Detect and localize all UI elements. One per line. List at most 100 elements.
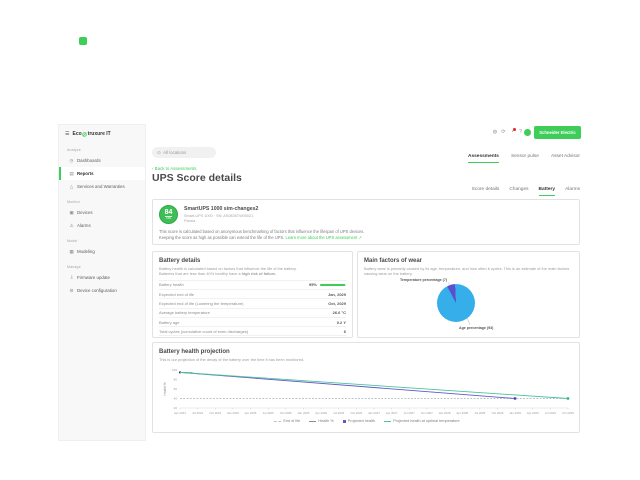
pie-label-temperature: Temperature percentage (7) bbox=[400, 278, 448, 282]
app-logo: Eco truxure IT bbox=[72, 131, 110, 137]
battery-desc-line1: Battery health is calculated based on fa… bbox=[159, 266, 297, 271]
svg-text:Jul 2024: Jul 2024 bbox=[192, 411, 203, 415]
battery-row-battery-health: Battery health 95% bbox=[159, 279, 346, 289]
battery-row-expected-end-of-life-lowering-the-temperature: Expected end of life (Lowering the tempe… bbox=[159, 298, 346, 307]
svg-text:Apr 2027: Apr 2027 bbox=[386, 411, 398, 415]
sidebar-item-device-configuration[interactable]: ⚙ Device configuration bbox=[59, 284, 145, 297]
subtab-battery[interactable]: Battery bbox=[538, 187, 556, 196]
svg-text:Apr 2024: Apr 2024 bbox=[174, 411, 186, 415]
sidebar-item-alarms[interactable]: ⚠ Alarms bbox=[59, 219, 145, 232]
sidebar-item-label: Alarms bbox=[77, 223, 91, 228]
sidebar-item-firmware-update[interactable]: ⇩ Firmware update bbox=[59, 271, 145, 284]
sidebar-item-label: Services and Warranties bbox=[77, 184, 125, 189]
svg-text:100: 100 bbox=[172, 368, 177, 372]
wear-card-description: Battery wear is primarily caused by its … bbox=[364, 266, 573, 277]
refresh-icon[interactable]: ⟳ bbox=[501, 129, 506, 135]
device-serial: Smart-UPS 1000 · SN: AS0836TW05021 bbox=[184, 213, 254, 218]
svg-text:Oct 2029: Oct 2029 bbox=[562, 411, 574, 415]
score-description: This score is calculated based on anonym… bbox=[159, 229, 364, 240]
modeling-icon: ▦ bbox=[69, 248, 74, 254]
battery-row-average-battery-temperature: Average battery temperature 26.6 °C bbox=[159, 307, 346, 317]
subtab-changes[interactable]: Changes bbox=[509, 187, 529, 192]
devices-icon: ▣ bbox=[69, 209, 74, 215]
menu-icon[interactable]: ☰ bbox=[65, 130, 70, 137]
battery-desc-bold: high risk of failure. bbox=[241, 271, 277, 277]
score-max: 100 bbox=[165, 215, 172, 220]
battery-row-value: Oct, 2029 bbox=[328, 301, 346, 306]
sidebar-item-label: Devices bbox=[77, 210, 93, 215]
svg-text:Health %: Health % bbox=[163, 382, 167, 395]
dashboards-icon: ◷ bbox=[69, 157, 74, 163]
battery-health-bar-fill bbox=[320, 283, 345, 286]
score-value: 84 bbox=[164, 208, 173, 216]
ecostruxure-logo-icon bbox=[82, 131, 87, 137]
sidebar-item-reports[interactable]: ▤ Reports bbox=[59, 167, 145, 180]
legend-label: Projected health at optimal temperature bbox=[393, 419, 460, 423]
globe-icon[interactable]: ◍ bbox=[492, 129, 498, 135]
tab-assessments[interactable]: Assessments bbox=[468, 154, 499, 163]
tab-sensor-pulse[interactable]: Sensor pulse bbox=[510, 154, 539, 159]
sidebar-item-label: Dashboards bbox=[77, 158, 101, 163]
battery-row-label: Average battery temperature bbox=[159, 310, 210, 316]
wear-pie-chart: Temperature percentage (7) Age percentag… bbox=[358, 274, 581, 339]
subtab-score-details[interactable]: Score details bbox=[471, 187, 500, 192]
user-avatar[interactable] bbox=[524, 129, 531, 136]
battery-details-description: Battery health is calculated based on fa… bbox=[159, 266, 346, 277]
svg-text:Apr 2029: Apr 2029 bbox=[527, 411, 539, 415]
tab-asset-advisor[interactable]: Asset Advisor bbox=[550, 154, 580, 159]
projection-subtitle: This is our projection of the decay of t… bbox=[159, 357, 305, 362]
subtab-alarms[interactable]: Alarms bbox=[565, 187, 580, 192]
sidebar-section-label: Manage bbox=[67, 265, 81, 269]
wear-desc-line2: causing wear on the battery. bbox=[364, 271, 413, 277]
sidebar-header: ☰ Eco truxure IT bbox=[59, 125, 145, 141]
device-name: SmartUPS 1000 sim-changes2 bbox=[184, 206, 259, 212]
back-link[interactable]: ‹ Back to Assessments bbox=[152, 166, 197, 171]
notification-badge bbox=[513, 128, 516, 131]
battery-row-expected-end-of-life: Expected end of life Jan, 2029 bbox=[159, 288, 346, 298]
score-description-line2: Keeping the score as high as possible ca… bbox=[159, 235, 364, 241]
legend-label: Projected health bbox=[347, 419, 376, 423]
legend-swatch bbox=[309, 420, 317, 422]
page-title: UPS Score details bbox=[152, 172, 242, 184]
svg-text:Oct 2024: Oct 2024 bbox=[209, 411, 221, 415]
legend-item-projected-health-at-optimal-temperature: Projected health at optimal temperature bbox=[384, 419, 460, 423]
logo-text-prefix: Eco bbox=[72, 131, 82, 137]
learn-more-link[interactable]: Learn more about the UPS assessment bbox=[285, 234, 358, 240]
ups-score-card: 84 100 SmartUPS 1000 sim-changes2 Smart-… bbox=[152, 199, 580, 245]
legend-item-end-of-life: End of life bbox=[274, 419, 300, 423]
battery-row-label: Total cycles (cumulative count of even d… bbox=[159, 328, 249, 334]
legend-label: End of life bbox=[283, 419, 301, 423]
legend-item-health: Health % bbox=[309, 419, 334, 423]
legend-label: Health % bbox=[318, 419, 334, 423]
sidebar-item-label: Device configuration bbox=[77, 288, 117, 293]
svg-text:Jul 2029: Jul 2029 bbox=[545, 411, 556, 415]
sidebar-item-dashboards[interactable]: ◷ Dashboards bbox=[59, 154, 145, 167]
battery-details-card: Battery details Battery health is calcul… bbox=[152, 251, 353, 338]
help-icon[interactable]: ? bbox=[519, 129, 522, 135]
svg-text:40: 40 bbox=[174, 397, 178, 401]
wear-card-title: Main factors of wear bbox=[364, 258, 423, 264]
sidebar-item-devices[interactable]: ▣ Devices bbox=[59, 206, 145, 219]
svg-text:Oct 2027: Oct 2027 bbox=[421, 411, 433, 415]
location-search-input[interactable]: ⊙ All locations bbox=[152, 147, 216, 158]
svg-text:Jul 2026: Jul 2026 bbox=[333, 411, 344, 415]
sidebar-item-services-and-warranties[interactable]: △ Services and Warranties bbox=[59, 180, 145, 193]
stray-logo-mark bbox=[79, 37, 87, 45]
legend-swatch bbox=[342, 419, 346, 423]
notifications-icon[interactable]: ◔ bbox=[509, 128, 516, 136]
device-location: Parma bbox=[184, 219, 196, 223]
sidebar-item-label: Reports bbox=[77, 171, 94, 176]
svg-text:Oct 2025: Oct 2025 bbox=[280, 411, 292, 415]
sidebar-item-label: Modeling bbox=[77, 249, 95, 254]
svg-text:Jan 2028: Jan 2028 bbox=[439, 411, 451, 415]
sidebar-item-label: Firmware update bbox=[77, 275, 110, 280]
schneider-electric-logo: Schneider Electric bbox=[534, 126, 581, 139]
external-link-icon: ↗ bbox=[358, 234, 362, 240]
sidebar: ☰ Eco truxure IT Analyze ◷ Dashboards ▤ Repo… bbox=[58, 124, 146, 441]
score-description-text: Keeping the score as high as possible ca… bbox=[159, 234, 285, 240]
legend-swatch bbox=[274, 420, 282, 422]
score-badge: 84 100 bbox=[159, 205, 178, 224]
svg-text:Jan 2027: Jan 2027 bbox=[368, 411, 380, 415]
sidebar-item-modeling[interactable]: ▦ Modeling bbox=[59, 245, 145, 258]
